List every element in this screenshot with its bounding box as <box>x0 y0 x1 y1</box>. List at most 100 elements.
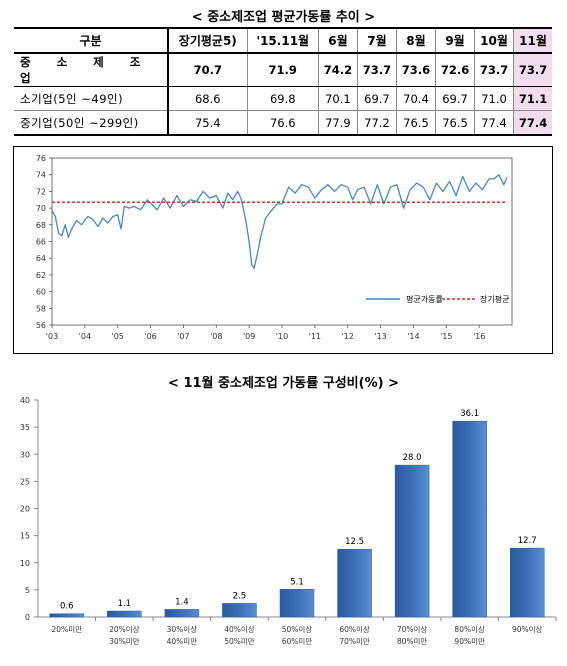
data-label: 12.5 <box>345 537 364 547</box>
bar <box>222 603 257 618</box>
data-label: 0.6 <box>60 602 74 612</box>
bar <box>509 547 545 618</box>
x-tick-label: 90%미만 <box>454 637 485 646</box>
x-tick-label: 90%이상 <box>512 624 543 634</box>
header-cell: 8월 <box>396 28 437 54</box>
table-cell: 71.0 <box>474 86 515 111</box>
x-tick-label: '10 <box>276 332 288 341</box>
x-tick-label: '13 <box>374 332 386 341</box>
table-cell: 76.6 <box>247 110 319 136</box>
y-tick-label: 70 <box>36 204 46 213</box>
table-cell: 73.6 <box>396 53 437 87</box>
y-tick-label: 30 <box>20 450 30 459</box>
y-tick-label: 56 <box>36 321 46 330</box>
legend-label: 장기평균 <box>480 294 509 304</box>
x-tick-label: 50%이상 <box>282 624 313 634</box>
y-tick-label: 68 <box>36 221 46 230</box>
x-tick-label: 40%이상 <box>224 624 255 634</box>
table-cell: 69.7 <box>435 86 476 111</box>
table-cell: 76.5 <box>396 110 437 136</box>
table-title: < 중소제조업 평균가동률 추이 > <box>191 10 376 25</box>
data-label: 5.1 <box>290 577 304 587</box>
bar <box>279 589 315 618</box>
data-label: 1.4 <box>175 597 189 607</box>
bar <box>337 548 372 618</box>
table-header-row: 구분 장기평균5) '15.11월 6월 7월 8월 9월 10월 11월 <box>14 28 552 54</box>
header-cell: 7월 <box>357 28 397 54</box>
table-row-small: 소기업(5인 ~49인) 68.6 69.8 70.1 69.7 70.4 69… <box>14 86 552 111</box>
bar <box>164 609 200 618</box>
y-tick-label: 0 <box>25 613 30 622</box>
table-cell: 75.4 <box>168 110 248 136</box>
utilization-table: 구분 장기평균5) '15.11월 6월 7월 8월 9월 10월 11월 중 … <box>14 27 552 136</box>
x-tick-label: '03 <box>46 332 58 341</box>
y-tick-label: 60 <box>36 288 46 297</box>
y-tick-label: 15 <box>20 532 30 541</box>
x-tick-label: 80%이상 <box>454 624 485 634</box>
y-tick-label: 58 <box>36 304 46 313</box>
series-line-utilization <box>51 174 508 269</box>
x-tick-label: '05 <box>112 332 124 341</box>
legend: 평균가동률 장기평균 <box>366 294 509 304</box>
bar-chart: 0 5 10 15 20 25 30 35 40 0.6 20%미만 1.1 20%이상 30%미만 1.4… <box>20 396 557 646</box>
x-tick-label: '04 <box>79 332 91 341</box>
y-tick-label: 66 <box>36 238 46 247</box>
row-label: 중기업(50인 ~299인) <box>14 110 169 136</box>
x-tick-label: 70%미만 <box>339 637 370 646</box>
y-tick-label: 62 <box>36 271 46 280</box>
x-tick-label: '12 <box>342 332 354 341</box>
table-cell: 69.7 <box>357 86 397 111</box>
table-cell: 70.1 <box>318 86 358 111</box>
table-cell: 77.9 <box>318 110 358 136</box>
header-cell: 6월 <box>318 28 358 54</box>
table-cell-current: 71.1 <box>513 86 552 111</box>
table-cell: 69.8 <box>247 86 319 111</box>
data-label: 36.1 <box>460 409 479 419</box>
table-cell: 68.6 <box>168 86 248 111</box>
y-tick-label: 76 <box>36 154 46 163</box>
header-cell-current: 11월 <box>513 28 552 54</box>
bar <box>49 613 85 618</box>
x-tick-label: 70%이상 <box>397 624 428 634</box>
y-tick-label: 5 <box>25 586 30 595</box>
x-tick-label: 20%미만 <box>52 625 83 634</box>
table-cell: 72.6 <box>435 53 476 87</box>
header-cell: 9월 <box>435 28 476 54</box>
table-cell: 70.7 <box>168 53 248 87</box>
x-tick-label: '11 <box>309 332 321 341</box>
legend-label: 평균가동률 <box>406 294 443 304</box>
table-cell: 73.7 <box>357 53 397 87</box>
y-tick-label: 20 <box>20 505 30 514</box>
x-tick-label: 80%미만 <box>397 637 428 646</box>
table-cell-current: 73.7 <box>513 53 552 87</box>
x-tick-label: 30%이상 <box>167 624 198 634</box>
y-tick-label: 10 <box>20 559 30 568</box>
data-label: 28.0 <box>403 453 422 463</box>
x-tick-label: 40%미만 <box>167 637 198 646</box>
y-tick-label: 25 <box>20 477 30 486</box>
data-label: 2.5 <box>233 591 247 601</box>
x-tick-label: '16 <box>473 332 485 341</box>
x-tick-label: '09 <box>243 332 255 341</box>
header-cell: '15.11월 <box>247 28 319 54</box>
x-tick-label: '06 <box>144 332 156 341</box>
table-cell: 71.9 <box>247 53 319 87</box>
y-tick-label: 74 <box>36 171 46 180</box>
bar <box>107 610 142 618</box>
table-row-medium: 중기업(50인 ~299인) 75.4 76.6 77.9 77.2 76.5 … <box>14 110 552 136</box>
table-cell: 74.2 <box>318 53 358 87</box>
y-tick-label: 40 <box>20 396 30 405</box>
table-cell: 73.7 <box>474 53 515 87</box>
table-cell: 77.4 <box>474 110 515 136</box>
x-tick-label: '08 <box>210 332 222 341</box>
line-chart-frame: 56 58 60 62 64 66 68 70 72 74 76 '03 '04 '05 '06 '07 '08… <box>13 146 553 354</box>
data-label: 1.1 <box>118 599 132 609</box>
table-cell-current: 77.4 <box>513 110 552 136</box>
line-chart: 56 58 60 62 64 66 68 70 72 74 76 '03 '04 '05 '06 '07 '08… <box>36 154 513 341</box>
table-cell: 77.2 <box>357 110 397 136</box>
row-label: 중 소 제 조 업 <box>14 53 169 87</box>
x-tick-label: 30%미만 <box>109 637 140 646</box>
bar <box>452 420 487 618</box>
header-category: 구분 <box>14 28 169 54</box>
y-tick-label: 72 <box>36 187 46 196</box>
